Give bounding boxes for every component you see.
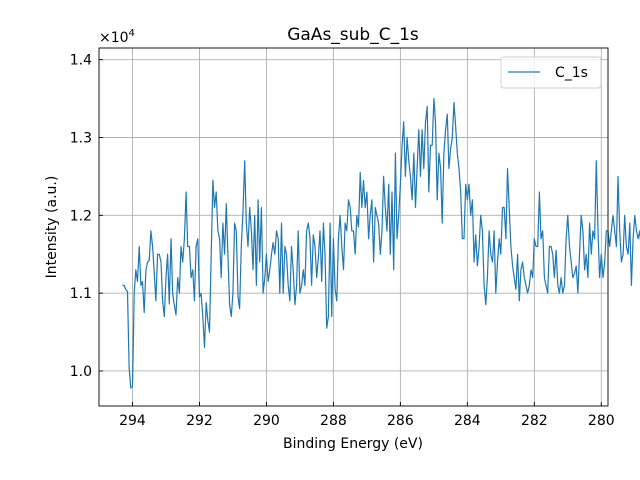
y-tick-label: 1.0 [70, 364, 92, 380]
grid-layer [99, 48, 608, 406]
y-offset-label: ×104 [99, 28, 135, 46]
x-tick-label: 290 [253, 413, 280, 429]
chart-title: GaAs_sub_C_1s [287, 25, 419, 45]
series-layer [122, 97, 640, 389]
plot-frame [98, 47, 609, 407]
legend-label-c1s: C_1s [555, 65, 588, 81]
y-tick-label: 1.3 [70, 131, 92, 147]
y-offset-base: ×10 [99, 30, 129, 46]
x-tick-label: 284 [454, 413, 481, 429]
x-axis-label: Binding Energy (eV) [283, 436, 423, 452]
series-line-c1s [122, 97, 640, 389]
legend-box [500, 56, 602, 89]
y-tick-label: 1.4 [70, 53, 92, 69]
x-tick-label: 292 [186, 413, 213, 429]
x-tick-label: 288 [320, 413, 347, 429]
y-tick-label: 1.2 [70, 208, 92, 224]
y-axis-label: Intensity (a.u.) [44, 176, 60, 279]
y-tick-label: 1.1 [70, 286, 92, 302]
y-offset-exponent: 4 [129, 28, 135, 39]
x-tick-label: 282 [521, 413, 548, 429]
tick-layer [99, 59, 602, 406]
tick-label-layer: 294 292 290 288 286 284 282 280 1.0 1.1 1.2 1.3 1.4 [70, 53, 615, 429]
x-tick-label: 294 [119, 413, 146, 429]
legend: C_1s [500, 56, 602, 89]
x-tick-label: 280 [588, 413, 615, 429]
x-tick-label: 286 [387, 413, 414, 429]
